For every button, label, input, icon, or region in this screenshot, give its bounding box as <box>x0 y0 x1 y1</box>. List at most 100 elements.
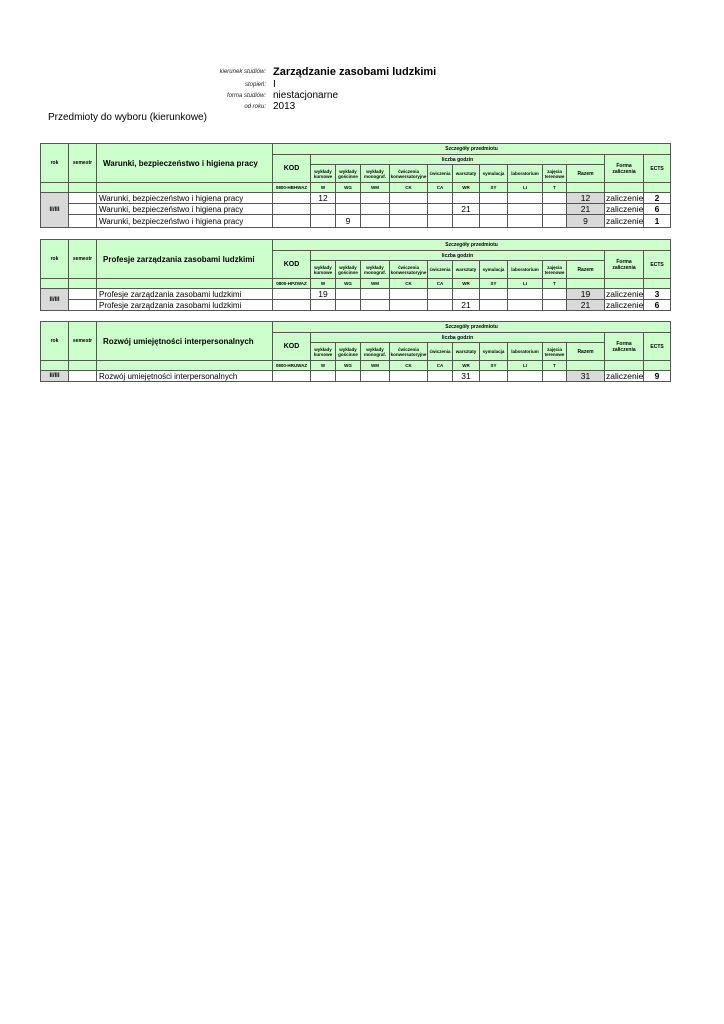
hour-code-header: SY <box>479 182 508 193</box>
hours-value <box>479 299 508 311</box>
hour-type-header: wykłady gościnne <box>335 164 361 183</box>
hours-value <box>360 370 390 382</box>
table-row: II/III Warunki, bezpieczeństwo i higiena … <box>40 192 672 228</box>
forma-value: niestacjonarne <box>273 90 339 101</box>
ects-value: 1 <box>642 214 672 228</box>
razem-value: 9 <box>566 214 605 228</box>
hour-type-header: ćwiczenia konwersatoryjne <box>389 164 428 183</box>
hours-value: 9 <box>335 214 361 228</box>
course-code: 0800-HBHWAZ <box>272 182 311 193</box>
hours-value <box>427 370 453 382</box>
hour-code-header: T <box>542 360 567 371</box>
hours-value <box>335 299 361 311</box>
hour-code-header: WR <box>452 182 480 193</box>
hours-value <box>310 370 336 382</box>
hours-value <box>507 288 543 300</box>
forma-value: zaliczenie <box>604 288 644 300</box>
hour-type-header: laboratorium <box>507 164 543 183</box>
rok-header: rok <box>40 143 69 183</box>
section-title: Przedmioty do wyboru (kierunkowe) <box>48 112 207 123</box>
course-code: 0800-HRUWAZ <box>272 360 311 371</box>
hour-code-header: CA <box>427 182 453 193</box>
semestr-header: semestr <box>68 321 97 361</box>
hour-code-header: W <box>310 182 336 193</box>
liczba-godzin-header: liczba godzin <box>310 154 605 165</box>
rok-value: II/III <box>40 288 69 311</box>
ects-header: ECTS <box>642 332 672 361</box>
hours-value <box>452 192 480 204</box>
table-row: II/III Profesje zarządzania zasobami ludz… <box>40 288 672 311</box>
razem-header: Razem <box>566 260 605 279</box>
table-title: Rozwój umiejętności interpersonalnych <box>96 321 273 361</box>
hours-value <box>427 288 453 300</box>
empty-cell <box>68 182 97 193</box>
empty-cell <box>96 360 273 371</box>
empty-cell <box>642 278 672 289</box>
hours-value <box>389 370 428 382</box>
hour-code-header: LI <box>507 182 543 193</box>
hour-code-header: WM <box>360 278 390 289</box>
hour-type-header: wykłady kursowe <box>310 260 336 279</box>
course-name: Profesje zarządzania zasobami ludzkimi <box>96 288 273 300</box>
hours-value <box>335 288 361 300</box>
razem-header: Razem <box>566 164 605 183</box>
hours-value <box>427 192 453 204</box>
kod-value <box>272 370 311 382</box>
hour-code-header: WR <box>452 278 480 289</box>
hours-value <box>335 370 361 382</box>
hour-type-header: laboratorium <box>507 342 543 361</box>
kod-value <box>272 192 311 204</box>
hours-value <box>389 288 428 300</box>
forma-value: zaliczenie <box>604 214 644 228</box>
ects-value: 6 <box>642 203 672 215</box>
hours-value <box>389 299 428 311</box>
hour-code-header: WG <box>335 182 361 193</box>
semestr-header: semestr <box>68 239 97 279</box>
hours-value <box>507 203 543 215</box>
empty-cell <box>604 360 644 371</box>
kod-value <box>272 288 311 300</box>
empty-cell <box>566 278 605 289</box>
hour-type-header: symulacja <box>479 260 508 279</box>
szczegoly-header: Szczegóły przedmiotu <box>271 321 672 333</box>
semestr-header: semestr <box>68 143 97 183</box>
kod-value <box>272 214 311 228</box>
rok-value: II/III <box>40 370 69 382</box>
hour-type-header: warsztaty <box>452 342 480 361</box>
ects-value: 2 <box>642 192 672 204</box>
table-title: Profesje zarządzania zasobami ludzkimi <box>96 239 273 279</box>
razem-header: Razem <box>566 342 605 361</box>
table-row: Warunki, bezpieczeństwo i higiena pracy 2… <box>41 203 672 215</box>
hour-code-header: W <box>310 360 336 371</box>
hour-code-header: SY <box>479 360 508 371</box>
hour-type-header: wykłady gościnne <box>335 342 361 361</box>
ects-value: 9 <box>642 370 672 382</box>
empty-cell <box>40 182 69 193</box>
razem-value: 21 <box>566 203 605 215</box>
forma-label: forma studiów: <box>226 93 266 99</box>
course-table: rok semestr Profesje zarządzania zasobami … <box>40 239 672 311</box>
empty-cell <box>40 360 69 371</box>
empty-cell <box>642 360 672 371</box>
forma-value: zaliczenie <box>604 299 644 311</box>
hour-code-header: LI <box>507 360 543 371</box>
hours-value <box>389 192 428 204</box>
semestr-value <box>68 192 97 204</box>
hour-type-header: warsztaty <box>452 164 480 183</box>
hours-value <box>427 299 453 311</box>
hour-type-header: zajęcia terenowe <box>542 260 567 279</box>
forma-header: Forma zaliczenia <box>604 332 644 361</box>
hours-value <box>542 214 567 228</box>
hours-value <box>542 192 567 204</box>
course-table: rok semestr Rozwój umiejętności interperso… <box>40 321 672 382</box>
hours-value <box>389 214 428 228</box>
hours-value: 19 <box>310 288 336 300</box>
empty-cell <box>96 278 273 289</box>
hour-code-header: WM <box>360 360 390 371</box>
razem-value: 12 <box>566 192 605 204</box>
hour-type-header: symulacja <box>479 164 508 183</box>
hours-value <box>335 203 361 215</box>
hours-value <box>542 370 567 382</box>
od-roku-value: 2013 <box>273 101 296 112</box>
course-code: 0800-HPZWAZ <box>272 278 311 289</box>
